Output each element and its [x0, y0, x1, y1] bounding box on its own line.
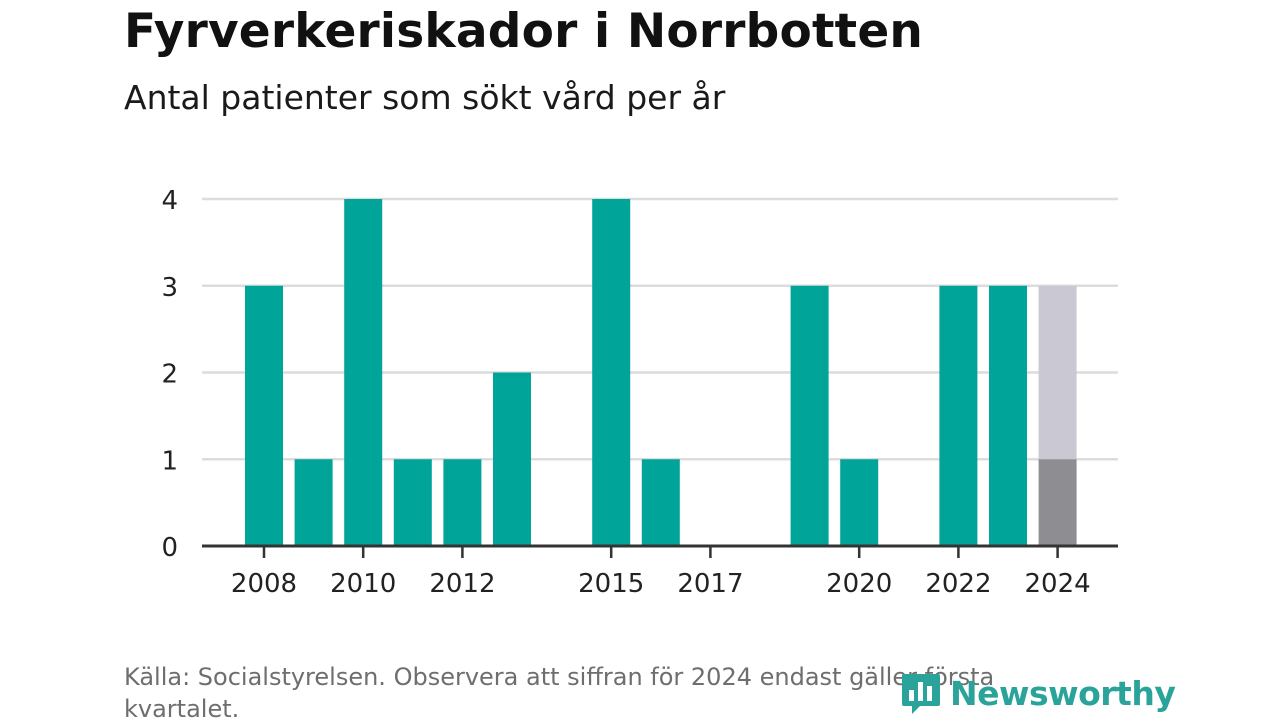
logo-text: Newsworthy: [950, 673, 1176, 713]
bar-2023: [989, 285, 1027, 546]
bar-2013: [493, 372, 531, 546]
bar-2015: [592, 199, 631, 546]
x-axis: [202, 544, 1118, 558]
bar-chart-logo-icon: [902, 674, 940, 714]
bar-2011: [393, 459, 432, 546]
bar-2008: [245, 285, 283, 546]
x-tick-label: 2008: [231, 569, 297, 599]
x-tick-label: 2024: [1025, 569, 1091, 599]
bar-2016: [641, 459, 680, 546]
gridlines: [202, 197, 1118, 461]
x-tick-label: 2017: [677, 569, 743, 599]
bars: [245, 199, 1077, 546]
bar-2012: [443, 459, 482, 546]
bar-chart: 0 1 2 3 4 2008 2010 2012 2015 2017 2020 2022 2024: [161, 186, 1118, 599]
bar-2024-remainder: [1038, 285, 1077, 460]
x-tick-label: 2010: [330, 569, 396, 599]
chart-subtitle: Antal patienter som sökt vård per år: [124, 78, 726, 117]
x-tick-label: 2020: [826, 569, 892, 599]
x-tick-labels: 2008 2010 2012 2015 2017 2020 2022 2024: [231, 569, 1091, 599]
y-tick-labels: 0 1 2 3 4: [161, 186, 178, 563]
x-tick-label: 2022: [925, 569, 991, 599]
y-tick-label: 0: [161, 533, 178, 563]
x-tick-label: 2012: [429, 569, 495, 599]
bar-2010: [344, 199, 383, 546]
newsworthy-logo[interactable]: Newsworthy: [900, 670, 1176, 716]
bar-2022: [939, 285, 978, 546]
bar-2019: [790, 285, 829, 546]
y-tick-label: 4: [161, 186, 178, 216]
y-tick-label: 3: [161, 273, 178, 303]
y-tick-label: 2: [161, 360, 178, 390]
x-tick-label: 2015: [578, 569, 644, 599]
bar-2024: [1038, 459, 1077, 546]
bar-2020: [840, 459, 879, 546]
chart-title: Fyrverkeriskador i Norrbotten: [124, 4, 924, 59]
source-note: Källa: Socialstyrelsen. Observera att si…: [124, 663, 995, 723]
y-tick-label: 1: [161, 446, 178, 476]
bar-2009: [294, 459, 333, 546]
